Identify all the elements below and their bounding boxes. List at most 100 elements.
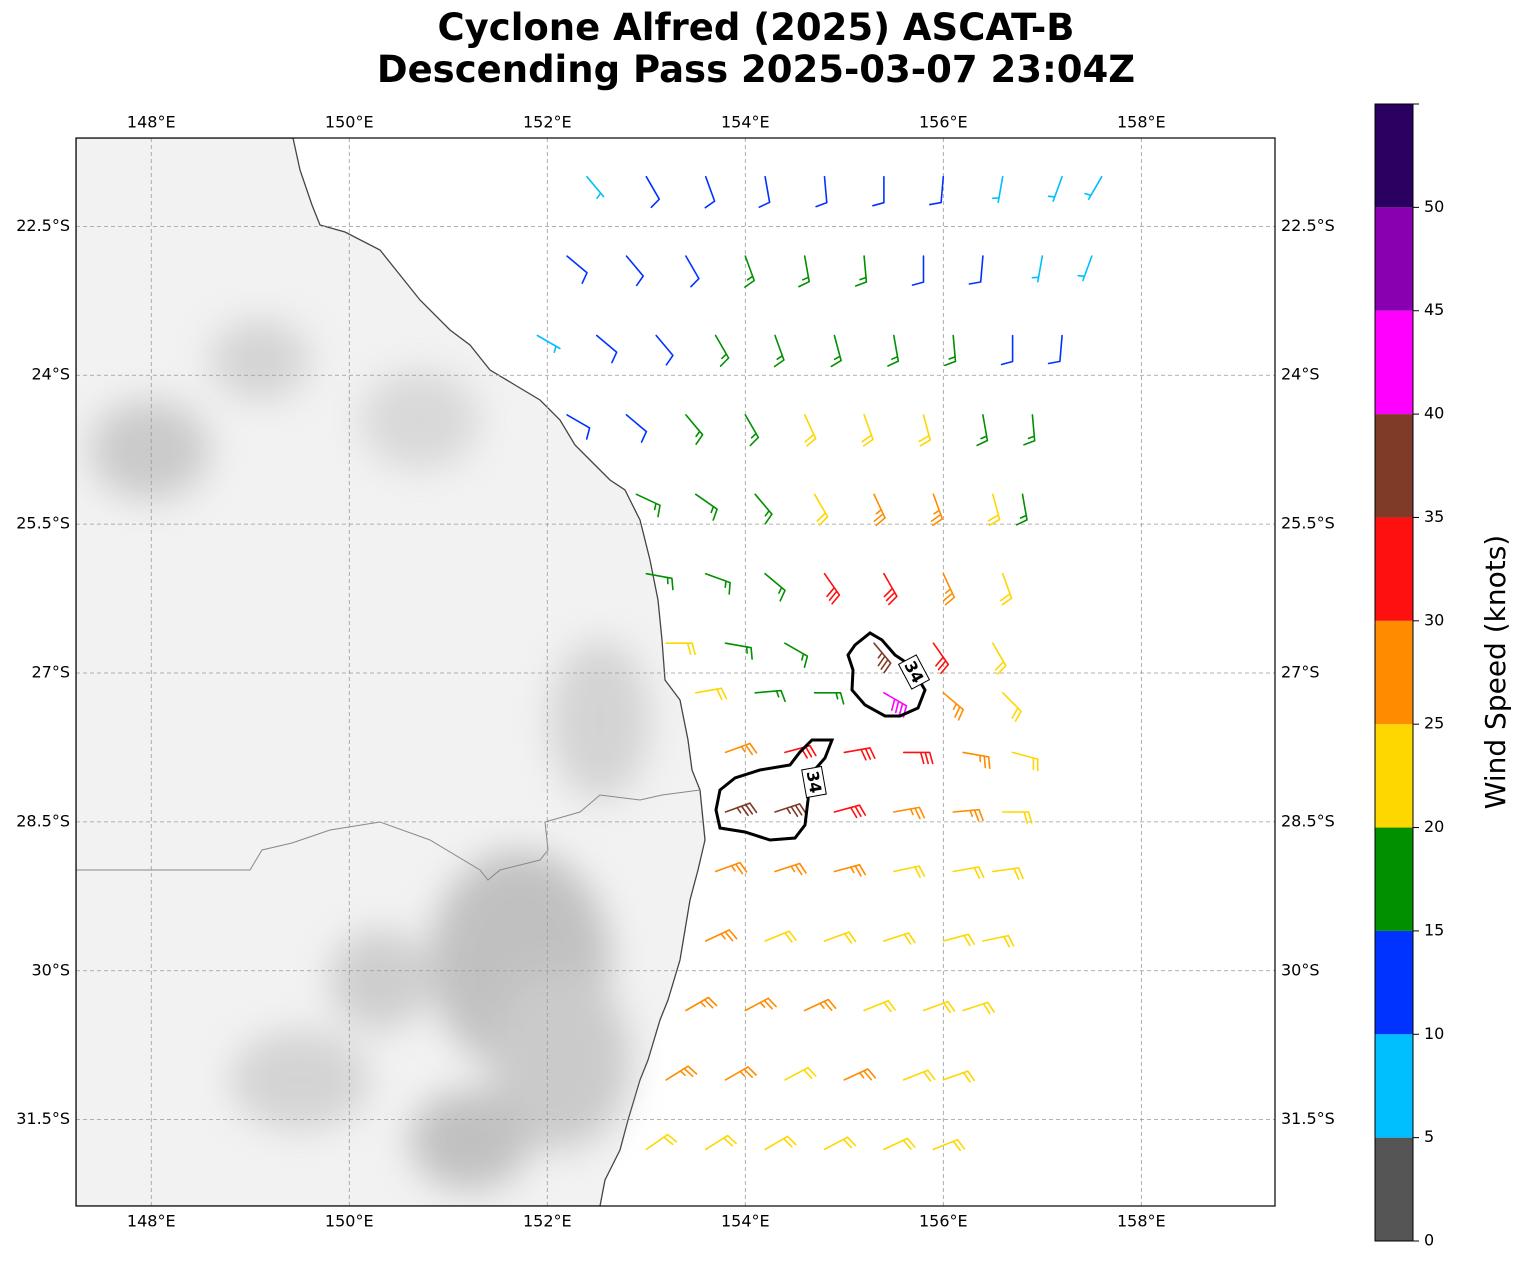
wind-barb — [645, 1133, 678, 1151]
wind-barb — [944, 334, 957, 367]
wind-barb — [566, 414, 591, 440]
wind-barb — [695, 687, 728, 701]
wind-barb — [704, 572, 731, 595]
wind-barb — [704, 929, 738, 942]
wind-barb — [774, 862, 807, 876]
terrain-shading — [90, 320, 650, 1190]
wind-barb — [758, 175, 771, 208]
wind-barb — [724, 802, 758, 817]
wind-barb — [992, 642, 1007, 675]
colorbar-frame — [1374, 103, 1414, 1242]
wind-barb — [704, 175, 716, 209]
wind-barb — [744, 997, 777, 1012]
wind-barb — [922, 1000, 956, 1014]
wind-barb — [823, 1136, 857, 1151]
wind-barb — [976, 414, 989, 447]
wind-barb — [861, 414, 874, 447]
colorbar-bin — [1375, 207, 1413, 311]
wind-barb — [962, 751, 991, 770]
wind-barb — [596, 334, 618, 364]
lon-tick-label: 154°E — [721, 113, 770, 132]
wind-barb — [1000, 572, 1013, 606]
wind-barb — [1023, 414, 1036, 446]
wind-barb — [754, 493, 773, 525]
grid — [76, 138, 1275, 1206]
lat-tick-label: 24°S — [1281, 365, 1320, 384]
colorbar-bin — [1375, 724, 1413, 828]
wind-barb — [873, 493, 886, 527]
wind-barb — [942, 692, 964, 721]
lon-tick-label: 154°E — [721, 1212, 770, 1231]
colorbar-bin — [1375, 310, 1413, 415]
colorbar-bin — [1375, 104, 1413, 208]
lat-tick-label: 25.5°S — [16, 514, 70, 533]
wind-barbs — [536, 175, 1103, 1152]
wind-barb — [625, 255, 644, 287]
colorbar-tick-label: 5 — [1424, 1127, 1434, 1146]
lat-tick-label: 28.5°S — [16, 811, 70, 830]
colorbar: 0 5 10 15 20 25 30 35 40 45 50 — [1374, 103, 1444, 1250]
lat-tick-label: 22.5°S — [16, 216, 70, 235]
lon-tick-label: 158°E — [1117, 1212, 1166, 1231]
wind-barb — [655, 334, 674, 366]
wind-barb — [987, 493, 1001, 526]
lat-tick-label: 28.5°S — [1281, 811, 1335, 830]
wind-barb — [942, 572, 956, 606]
wind-barb — [665, 642, 696, 655]
wind-barb — [992, 175, 1004, 204]
wind-barb — [883, 572, 898, 606]
wind-barb — [754, 689, 786, 703]
wind-barb — [714, 334, 730, 367]
wind-barb — [803, 998, 837, 1012]
state-border — [76, 789, 701, 881]
wind-barb — [784, 1066, 817, 1081]
wind-barb — [1077, 255, 1093, 282]
colorbar-bin — [1375, 1034, 1413, 1138]
wind-barb — [645, 175, 661, 209]
wind-barb — [911, 255, 925, 286]
lat-tick-label: 30°S — [1281, 960, 1320, 979]
wind-barb — [843, 747, 876, 761]
wind-barb — [863, 999, 896, 1013]
wind-barb — [813, 493, 829, 526]
map-frame — [75, 137, 1276, 1207]
wind-barb — [942, 933, 975, 947]
wind-barb — [685, 414, 704, 445]
colorbar-label: Wind Speed (knots) — [1479, 535, 1512, 809]
wind-barb — [883, 932, 916, 945]
lon-tick-label: 150°E — [325, 113, 374, 132]
lat-tick-label: 25.5°S — [1281, 514, 1335, 533]
wind-barb — [1011, 751, 1039, 772]
contour-label: 34 — [803, 769, 826, 794]
lon-tick-label: 152°E — [523, 1212, 572, 1231]
wind-barb — [724, 642, 753, 660]
colorbar-tick-label: 20 — [1424, 817, 1444, 836]
lat-tick-label: 27°S — [31, 662, 70, 681]
contour-34 — [846, 631, 927, 718]
wind-barb — [704, 1134, 737, 1151]
wind-barb — [714, 861, 748, 875]
title-line: Cyclone Alfred (2025) ASCAT-B — [438, 6, 1075, 49]
wind-barb — [942, 1070, 976, 1083]
colorbar-bin — [1375, 827, 1413, 931]
wind-barb — [918, 414, 931, 447]
wind-barb — [1047, 175, 1063, 202]
wind-barb — [854, 255, 868, 287]
wind-barb — [1047, 334, 1063, 365]
wind-barb — [962, 1001, 995, 1015]
colorbar-tick-label: 35 — [1424, 507, 1444, 526]
wind-barb — [566, 255, 588, 284]
wind-barb — [813, 692, 845, 705]
colorbar-bin — [1375, 517, 1413, 621]
colorbar-bin — [1375, 620, 1413, 725]
wind-barb — [873, 642, 892, 674]
wind-barb — [586, 175, 605, 199]
wind-barb — [1000, 334, 1014, 366]
wind-barb — [724, 1066, 757, 1081]
wind-barb — [695, 493, 718, 521]
lon-tick-label: 148°E — [127, 1212, 176, 1231]
colorbar-tick-label: 25 — [1424, 714, 1444, 733]
lon-tick-label: 148°E — [127, 113, 176, 132]
wind-barb — [982, 934, 1015, 948]
wind-barb — [798, 255, 810, 288]
